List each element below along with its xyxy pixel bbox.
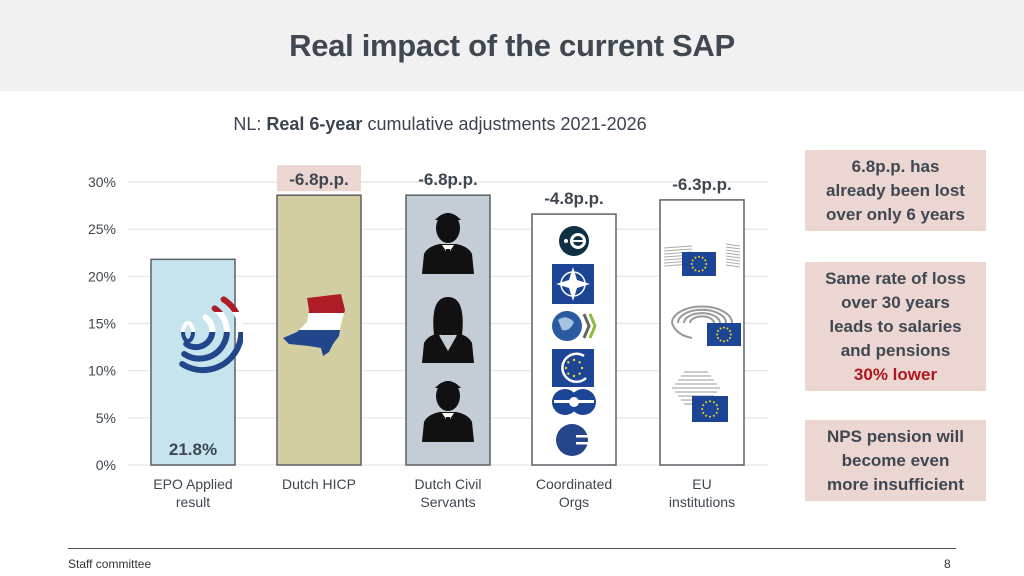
female-silhouette-icon <box>422 297 474 363</box>
y-tick-label: 25% <box>88 221 116 237</box>
slide-title: Real impact of the current SAP <box>289 28 735 63</box>
ecmwf-logo-icon <box>552 389 596 415</box>
bar-group <box>276 194 362 466</box>
callout-line: become even <box>841 451 950 470</box>
epo-arc <box>220 296 240 312</box>
chart-subtitle: NL: Real 6-year cumulative adjustments 2… <box>180 114 700 135</box>
subtitle-bold: Real 6-year <box>266 114 363 134</box>
y-tick-label: 10% <box>88 363 116 379</box>
y-tick-label: 20% <box>88 268 116 284</box>
bar <box>150 258 236 466</box>
callout-line: over 30 years <box>841 293 950 312</box>
x-tick-label: Servants <box>420 494 475 510</box>
eumetsat-logo-icon <box>556 424 592 456</box>
epo-core <box>181 332 195 343</box>
callout-line: leads to salaries <box>829 317 962 336</box>
eu-flag-icon <box>692 396 728 422</box>
callout-line: and pensions <box>840 341 951 360</box>
bar <box>276 194 362 466</box>
callout-line: already been lost <box>826 181 965 200</box>
bar-group <box>659 199 745 466</box>
footer-label: Staff committee <box>68 557 152 571</box>
eu-council-building-icon <box>672 371 728 422</box>
data-label: 21.8% <box>169 440 217 459</box>
x-tick-label: Orgs <box>559 494 589 510</box>
y-tick-label: 30% <box>88 174 116 190</box>
callout-line: over only 6 years <box>826 205 965 224</box>
x-tick-label: result <box>176 494 210 510</box>
epo-arc <box>183 332 216 351</box>
esa-logo-icon <box>559 226 589 256</box>
eu-flag-icon <box>682 252 716 276</box>
oecd-logo-icon <box>552 311 597 341</box>
eu-flag-icon <box>707 323 741 346</box>
page-number: 8 <box>944 557 951 571</box>
epo-arc <box>202 314 216 332</box>
footer-divider <box>68 548 956 549</box>
x-tick-label: EPO Applied <box>153 476 232 492</box>
y-tick-label: 15% <box>88 316 116 332</box>
callout-line: 6.8p.p. has <box>851 157 940 176</box>
callout-line: NPS pension will <box>827 427 964 446</box>
epo-core <box>181 321 195 332</box>
callout-highlight: 30% lower <box>853 365 938 384</box>
subtitle-suffix: cumulative adjustments 2021-2026 <box>362 114 647 134</box>
x-tick-label: Dutch Civil <box>415 476 482 492</box>
slide-header <box>0 0 1024 91</box>
epo-arc <box>179 332 243 374</box>
coordinated-org-logos <box>552 226 597 456</box>
callout-loss-six-years: 6.8p.p. has already been lost over only 6 … <box>805 150 986 231</box>
callout-line: more insufficient <box>827 475 964 494</box>
epo-band <box>179 332 243 374</box>
bar-group <box>405 194 491 466</box>
data-label: -4.8p.p. <box>544 189 604 208</box>
epo-arc <box>214 312 230 332</box>
data-label: -6.3p.p. <box>672 175 732 194</box>
epo-band <box>211 296 240 312</box>
callout-thirty-year-projection: Same rate of loss over 30 years leads to s… <box>805 262 986 391</box>
data-label: -6.8p.p. <box>418 170 478 189</box>
y-tick-label: 5% <box>96 410 116 426</box>
council-of-europe-logo-icon <box>552 349 594 387</box>
callout-line: Same rate of loss <box>825 269 966 288</box>
epo-band <box>181 312 243 332</box>
x-tick-label: Dutch HICP <box>282 476 356 492</box>
nato-logo-icon <box>552 264 594 304</box>
european-commission-building-icon <box>663 243 741 276</box>
epo-arc <box>181 332 230 362</box>
x-tick-label: EU <box>692 476 711 492</box>
male-silhouette-icon <box>422 381 474 442</box>
callout-nps-pension: NPS pension will become even more insuffic… <box>805 420 986 501</box>
subtitle-prefix: NL: <box>233 114 267 134</box>
data-label: -6.8p.p. <box>289 170 349 189</box>
european-parliament-icon <box>671 305 741 346</box>
epo-logo-icon <box>179 296 243 374</box>
x-tick-label: Coordinated <box>536 476 612 492</box>
male-silhouette-icon <box>422 213 474 274</box>
y-tick-label: 0% <box>96 457 116 473</box>
bar-group <box>531 213 617 466</box>
bar-group <box>150 258 243 466</box>
x-tick-label: institutions <box>669 494 735 510</box>
data-label-highlight <box>277 165 361 192</box>
